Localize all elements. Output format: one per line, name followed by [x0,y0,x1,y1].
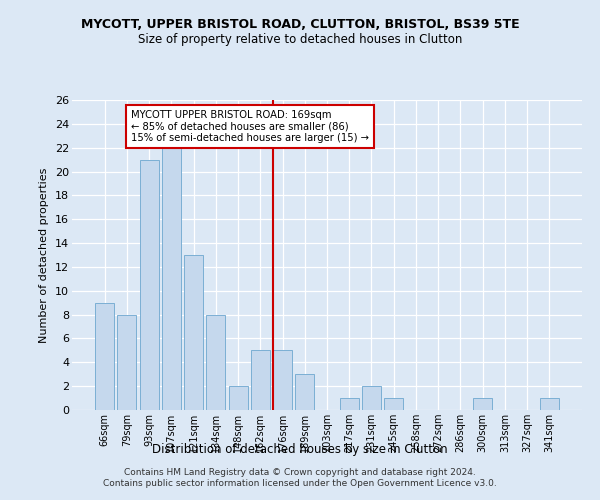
Bar [206,314,225,410]
Bar [140,160,158,410]
Y-axis label: Number of detached properties: Number of detached properties [40,168,49,342]
Bar [184,255,203,410]
Text: Size of property relative to detached houses in Clutton: Size of property relative to detached ho… [138,32,462,46]
Bar [384,398,403,410]
Bar [251,350,270,410]
Bar [340,398,359,410]
Text: Contains HM Land Registry data © Crown copyright and database right 2024.
Contai: Contains HM Land Registry data © Crown c… [103,468,497,487]
Bar [473,398,492,410]
Bar [362,386,381,410]
Bar [540,398,559,410]
Bar [229,386,248,410]
Bar [273,350,292,410]
Bar [295,374,314,410]
Bar [118,314,136,410]
Text: Distribution of detached houses by size in Clutton: Distribution of detached houses by size … [152,442,448,456]
Bar [95,302,114,410]
Text: MYCOTT UPPER BRISTOL ROAD: 169sqm
← 85% of detached houses are smaller (86)
15% : MYCOTT UPPER BRISTOL ROAD: 169sqm ← 85% … [131,110,370,142]
Bar [162,148,181,410]
Text: MYCOTT, UPPER BRISTOL ROAD, CLUTTON, BRISTOL, BS39 5TE: MYCOTT, UPPER BRISTOL ROAD, CLUTTON, BRI… [80,18,520,30]
